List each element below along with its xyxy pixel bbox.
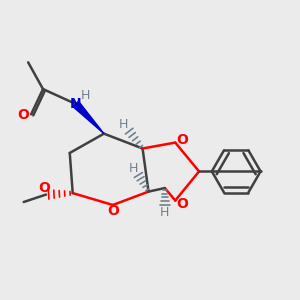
Text: H: H [160,206,170,219]
Text: H: H [80,88,90,101]
Text: H: H [118,118,128,130]
Text: N: N [70,97,82,111]
Text: O: O [176,196,188,211]
Text: H: H [128,162,138,175]
Text: O: O [17,108,29,122]
Text: O: O [107,204,119,218]
Text: O: O [176,133,188,147]
Polygon shape [73,101,104,134]
Text: O: O [38,181,50,195]
